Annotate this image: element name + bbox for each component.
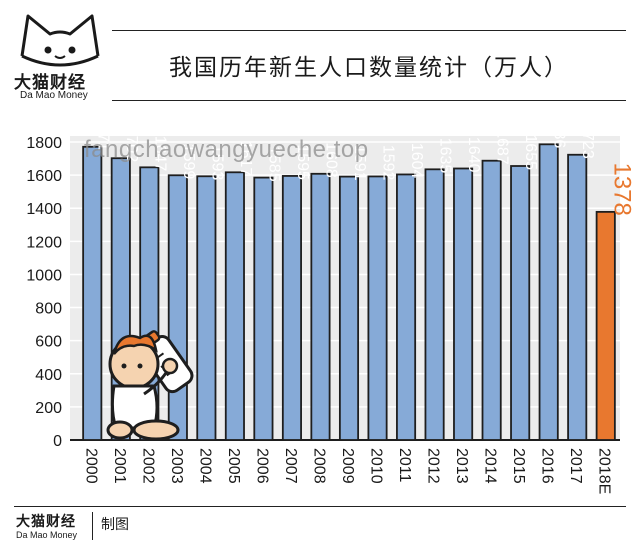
x-tick-label: 2017 [567, 448, 584, 484]
bar-2003 [167, 174, 188, 441]
value-label: 1647 [151, 136, 168, 172]
x-tick-label: 2010 [368, 448, 385, 484]
watermark-text: fangchaowangyueche.top [84, 136, 369, 163]
bar-2010 [367, 175, 388, 441]
bar-2000 [82, 145, 103, 441]
y-tick-label: 1800 [26, 135, 62, 152]
bar-2017 [567, 153, 588, 441]
x-tick-label: 2004 [196, 448, 213, 484]
chart-title: 我国历年新生人口数量统计（万人） [169, 55, 569, 81]
y-tick-label: 1400 [26, 201, 62, 218]
title-rule-bottom [112, 100, 626, 101]
x-tick-label: 2012 [425, 448, 442, 484]
x-tick-label: 2011 [396, 448, 413, 483]
x-tick-label: 2005 [225, 448, 242, 484]
bar-2004 [196, 175, 217, 441]
value-label: 1593 [208, 145, 225, 181]
x-tick-label: 2001 [111, 448, 128, 484]
y-tick-label: 1600 [26, 168, 62, 185]
value-label: 1585 [265, 146, 282, 182]
value-label: 1378 [609, 162, 636, 215]
title-rule-top [112, 30, 626, 31]
value-label: 1771 [94, 128, 111, 151]
footer-separator [92, 512, 93, 540]
x-tick-label: 2016 [539, 448, 556, 484]
bar-2009 [338, 175, 360, 441]
value-label: 1592 [380, 145, 397, 181]
x-tick-label: 2014 [482, 448, 499, 484]
bar-2005 [224, 171, 245, 441]
x-tick-label: 2002 [139, 448, 156, 484]
value-label: 1595 [294, 144, 311, 180]
value-label: 1655 [522, 134, 539, 170]
footer-brand-en: Da Mao Money [16, 530, 78, 540]
x-tick-label: 2006 [253, 448, 270, 484]
bar-2012 [424, 168, 445, 441]
bar-2014 [481, 159, 502, 441]
value-label: 1687 [494, 129, 511, 165]
baby-bottle-illustration [106, 330, 194, 441]
x-tick-label: 2003 [168, 448, 185, 484]
value-label: 1640 [465, 137, 482, 173]
value-label: 1604 [408, 143, 425, 179]
y-tick-label: 800 [35, 301, 62, 318]
value-label: 1723 [579, 128, 596, 159]
value-label: 1786 [551, 128, 568, 148]
bar-2016 [538, 143, 559, 441]
y-tick-label: 1200 [26, 234, 62, 251]
y-tick-label: 1000 [26, 267, 62, 284]
value-label: 1635 [437, 138, 454, 174]
x-tick-label: 2008 [310, 448, 327, 484]
value-label: 1599 [180, 144, 197, 180]
bar-2006 [253, 176, 274, 441]
footer-brand-cn: 大猫财经 [16, 514, 76, 530]
bar-2015 [510, 165, 531, 441]
x-tick-label: 2018E [596, 448, 613, 494]
footer-rule [14, 506, 626, 507]
bar-chart: 0 200 400 600 800 1000 1200 1400 1600 1800 1771 17… [26, 128, 636, 494]
y-tick-label: 400 [35, 367, 62, 384]
bar-2011 [396, 173, 417, 441]
y-tick-label: 0 [53, 433, 62, 450]
x-tick-label: 2007 [282, 448, 299, 484]
x-tick-label: 2013 [453, 448, 470, 484]
y-tick-label: 600 [35, 334, 62, 351]
bar-2008 [310, 172, 331, 441]
value-label: 1591 [351, 145, 368, 181]
value-label: 1608 [322, 142, 339, 178]
footer-credit: 制图 [101, 517, 129, 533]
bar-2018E [595, 210, 616, 441]
bar-2007 [281, 175, 302, 441]
brand-name-en: Da Mao Money [20, 90, 88, 101]
x-tick-label: 2009 [339, 448, 356, 484]
value-label: 1617 [237, 141, 254, 177]
bar-2013 [453, 167, 474, 441]
x-tick-label: 2000 [82, 448, 99, 484]
cat-logo-icon [20, 14, 100, 67]
brand-name-cn: 大猫财经 [14, 73, 86, 93]
x-tick-label: 2015 [510, 448, 527, 484]
value-label: 1702 [123, 128, 140, 162]
y-tick-label: 200 [35, 400, 62, 417]
